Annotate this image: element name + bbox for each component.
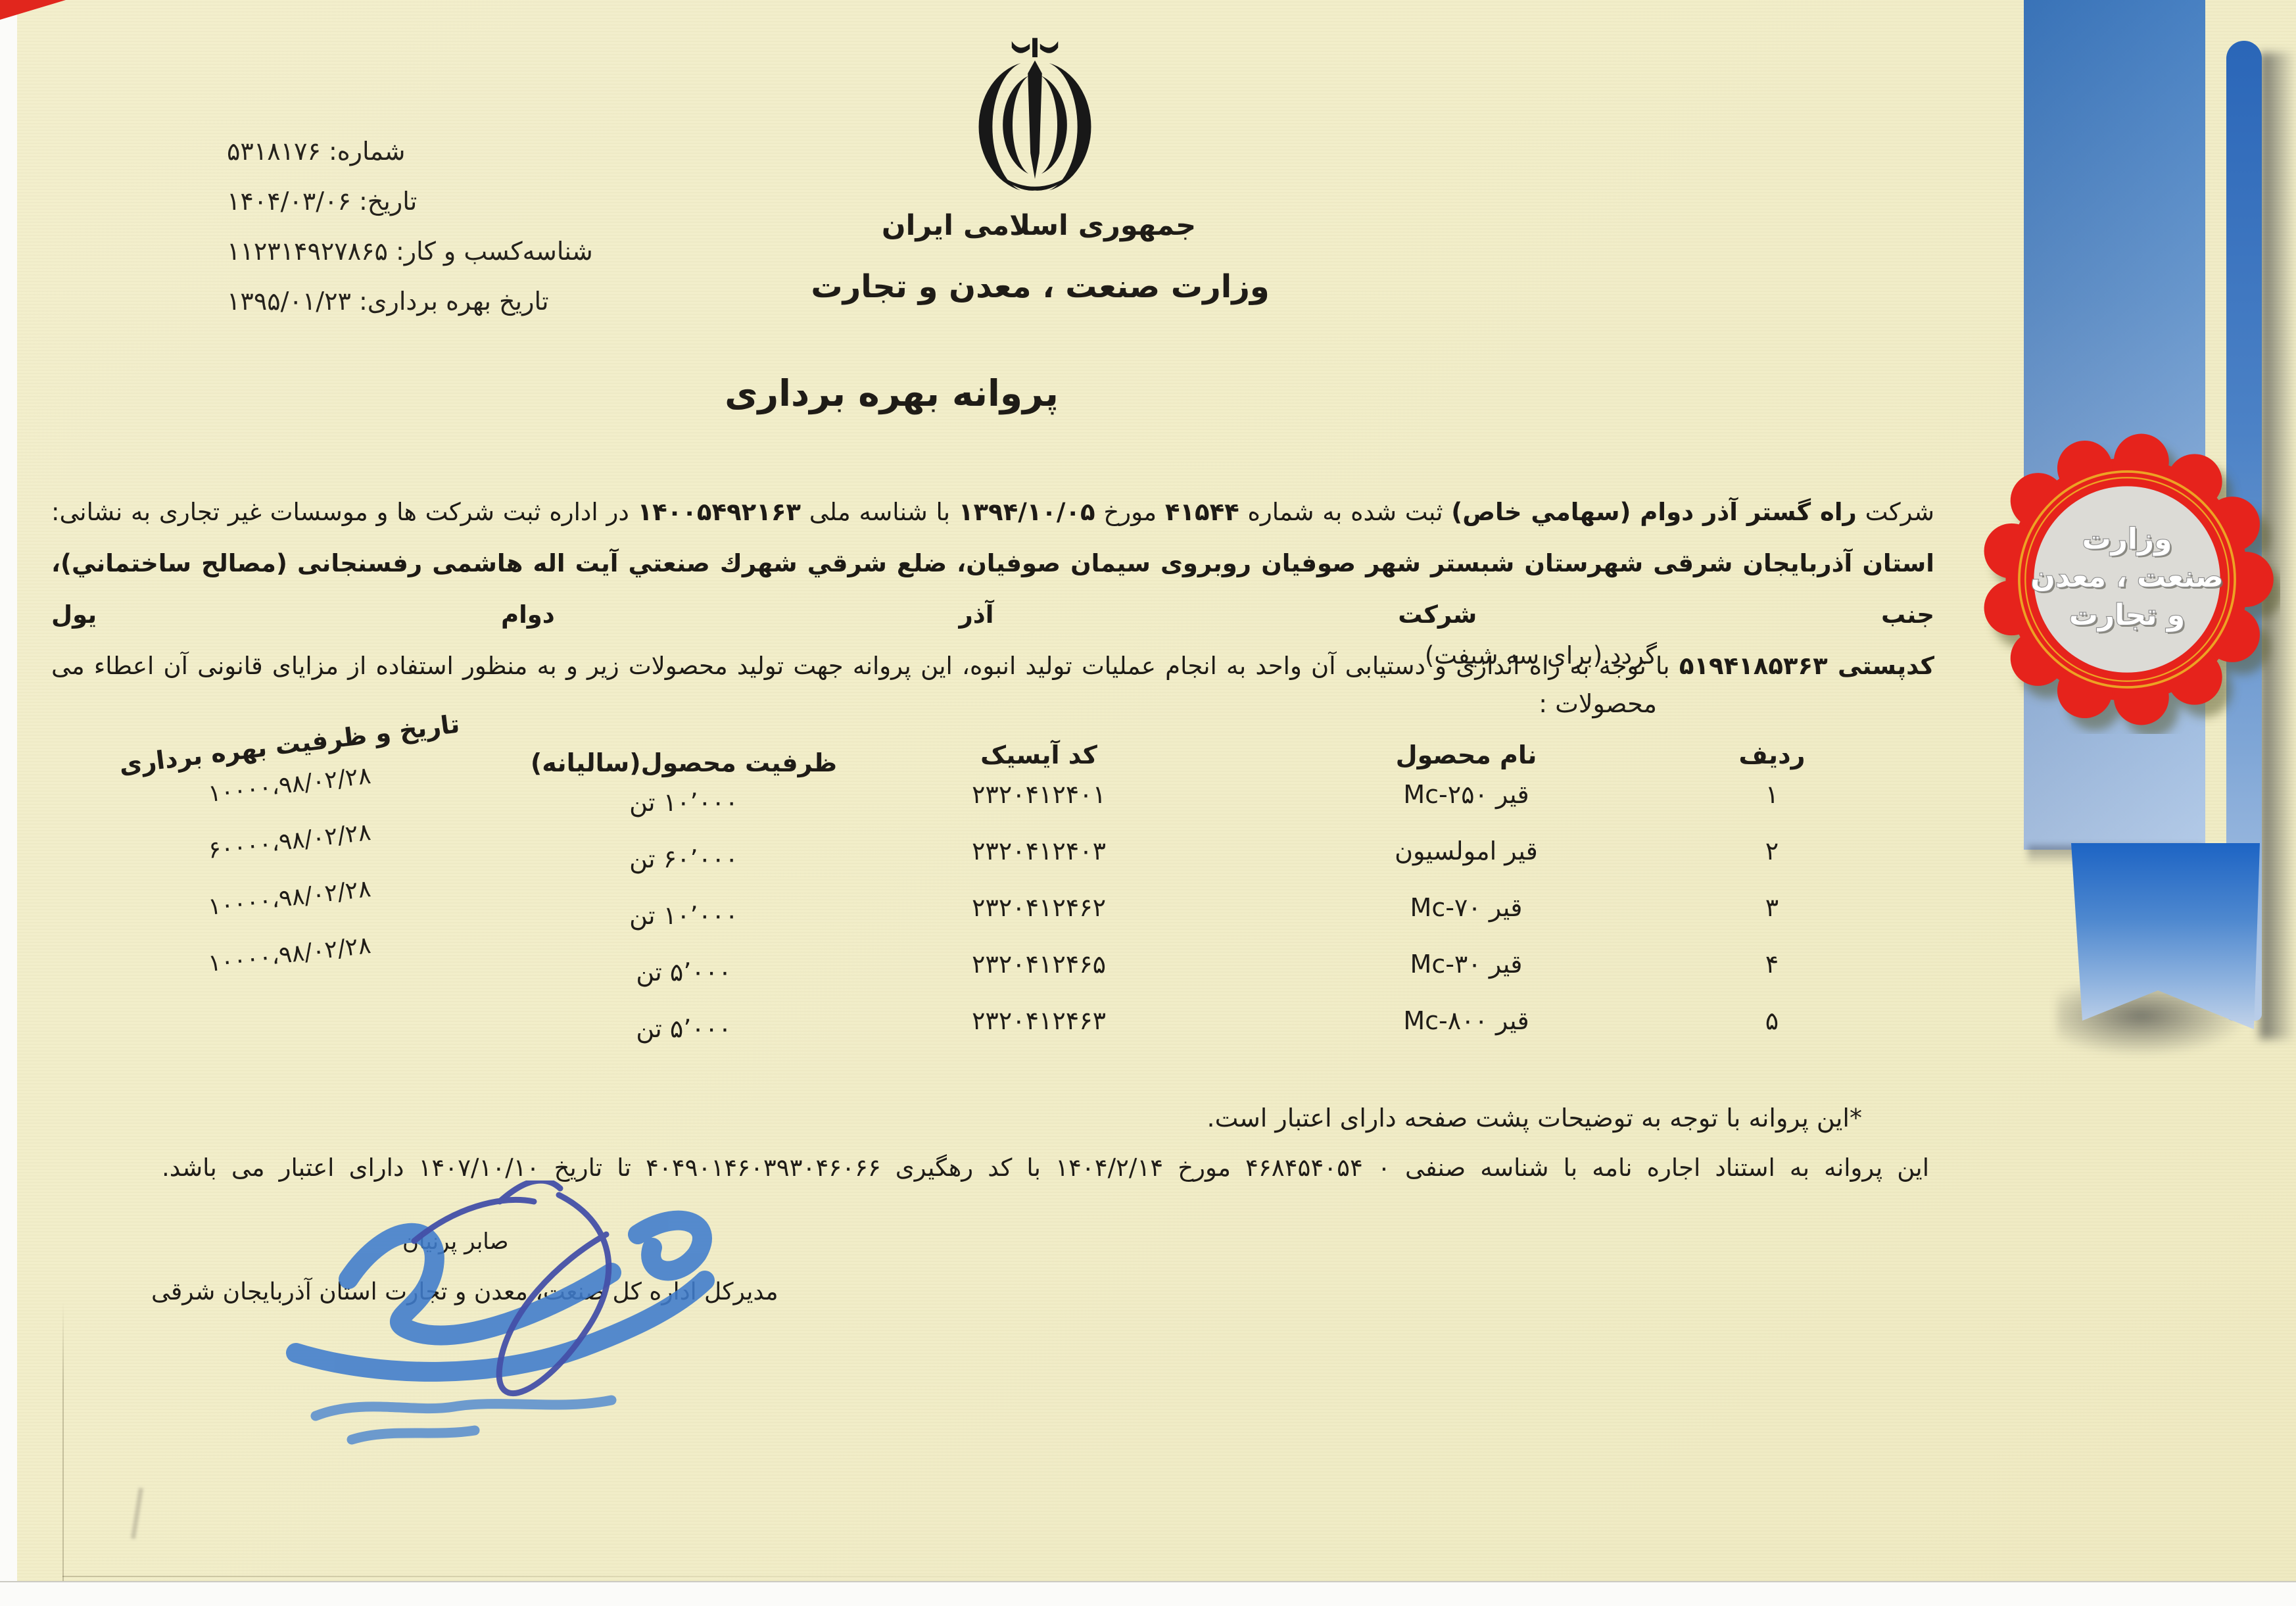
- meta-line-operation-date: تاریخ بهره برداری: ۱۳۹۵/۰۱/۲۳: [227, 287, 549, 316]
- seal-text-line-2-shadow: صنعت ، معدن: [2032, 562, 2225, 596]
- footnote-back-validity: *این پروانه با توجه به توضیحات پشت صفحه …: [1207, 1104, 1862, 1132]
- products-label: محصولات :: [1539, 689, 1657, 718]
- stamp-subtitle-ink: [310, 1395, 617, 1445]
- body-paragraph: شرکت راه گستر آذر دوام (سهامي خاص) ثبت ش…: [51, 487, 1934, 692]
- paper-crease-vertical: [62, 1302, 64, 1581]
- scan-edge-bottom: [0, 1581, 2296, 1606]
- document-title: پروانه بهره برداری: [725, 372, 1059, 414]
- footnote-lease-validity: این پروانه به استناد اجاره نامه با شناسه…: [162, 1154, 1929, 1182]
- ministry-name: وزارت صنعت ، معدن و تجارت: [811, 268, 1270, 305]
- header-cell-capacity: ظرفیت محصول(سالیانه): [530, 748, 838, 777]
- stamp-ink: [286, 1210, 715, 1382]
- government-name: جمهوری اسلامی ایران: [881, 209, 1197, 242]
- table-header: ردیف نام محصول کد آیسیک ظرفیت محصول(سالی…: [0, 709, 2296, 793]
- seal-text-line-1: وزارت: [2082, 522, 2172, 556]
- iran-emblem-icon: [974, 36, 1096, 204]
- pen-ink: [411, 1177, 612, 1396]
- body-line: استان آذربایجان شرقی شهرستان شبستر شهر ص…: [51, 549, 1934, 629]
- table-row: ۵ قیر Mc-۸۰۰ ۲۳۲۰۴۱۲۴۶۳ ۵٬۰۰۰ تن: [636, 1006, 1779, 1043]
- seal-text-line-2: صنعت ، معدن: [2031, 560, 2224, 594]
- header-cell-product: نام محصول: [1395, 741, 1537, 769]
- handwritten-signature: [217, 1177, 809, 1457]
- meta-line-business-id: شناسه‌کسب و کار: ۱۱۲۳۱۴۹۲۷۸۶۵: [227, 237, 593, 266]
- header-cell-row: ردیف: [1738, 741, 1806, 769]
- seal-text-line-3-shadow: و تجارت: [2071, 600, 2187, 634]
- meta-line-number: شماره: ۵۳۱۸۱۷۶: [227, 137, 406, 166]
- table-row: ۲ قیر امولسیون ۲۳۲۰۴۱۲۴۰۳ ۶۰٬۰۰۰ تن ۶۰۰۰۰،۹۸…: [206, 819, 1779, 873]
- ministry-seal-icon: وزارت صنعت ، معدن و تجارت وزارت صنعت ، م…: [1974, 425, 2284, 738]
- seal-text-line-1-shadow: وزارت: [2084, 524, 2174, 558]
- paper-crease-horizontal: [62, 1576, 1082, 1577]
- body-line: کدپستی ۵۱۹۴۱۸۵۳۶۳ با توجه به راه اندازی …: [51, 652, 1934, 680]
- table-row: ۳ قیر Mc-۷۰ ۲۳۲۰۴۱۲۴۶۲ ۱۰٬۰۰۰ تن ۱۰۰۰۰،۹۸/۰۲…: [206, 875, 1779, 930]
- scan-edge-left: [0, 0, 17, 1606]
- meta-line-date: تاریخ: ۱۴۰۴/۰۳/۰۶: [227, 187, 418, 216]
- table-row: ۴ قیر Mc-۳۰ ۲۳۲۰۴۱۲۴۶۵ ۵٬۰۰۰ تن ۱۰۰۰۰،۹۸/۰۲/…: [206, 932, 1779, 986]
- document-meta: شماره: ۵۳۱۸۱۷۶ تاریخ: ۱۴۰۴/۰۳/۰۶ شناسه‌ک…: [227, 126, 593, 326]
- seal-text-line-3: و تجارت: [2069, 598, 2185, 632]
- body-line: شرکت راه گستر آذر دوام (سهامي خاص) ثبت ش…: [51, 498, 1934, 526]
- table-row: ۱ قیر Mc-۲۵۰ ۲۳۲۰۴۱۲۴۰۱ ۱۰٬۰۰۰ تن ۱۰۰۰۰،۹۸/۰…: [206, 762, 1779, 817]
- header-cell-isic: کد آیسیک: [980, 741, 1097, 769]
- table-rows: ۱ قیر Mc-۲۵۰ ۲۳۲۰۴۱۲۴۰۱ ۱۰٬۰۰۰ تن ۱۰۰۰۰،۹۸/۰…: [0, 762, 2296, 1063]
- closing-line: گردد.(برای سه شیفت): [1424, 641, 1657, 669]
